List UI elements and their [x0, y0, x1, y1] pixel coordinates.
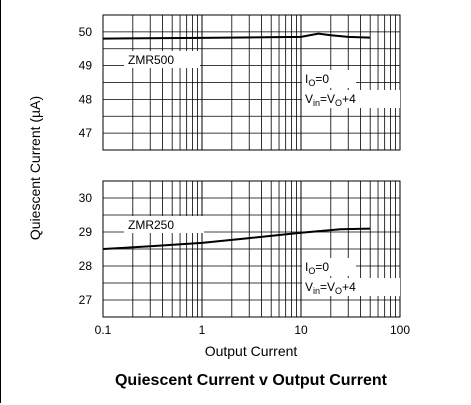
x-tick-label: 100: [390, 323, 410, 337]
grid-zmr500: [102, 14, 401, 151]
chart-title: Quiescent Current v Output Current: [115, 372, 388, 389]
x-tick-label: 10: [294, 323, 308, 337]
y-tick-label: 29: [79, 225, 93, 239]
y-tick-label: 47: [79, 126, 93, 140]
y-ticks-zmr500: 50 49 48 47: [79, 25, 93, 140]
y-tick-label: 30: [79, 191, 93, 205]
y-tick-label: 28: [79, 259, 93, 273]
annotation-vin-zmr250: Vin=VO+4: [305, 280, 356, 296]
y-ticks-zmr250: 30 29 28 27: [79, 191, 93, 307]
annotation-bg-zmr500: [302, 90, 400, 108]
annotation-bg-zmr250: [302, 278, 400, 296]
y-axis-title: Quiescent Current (µA): [27, 96, 43, 240]
series-zmr250-line: [102, 227, 371, 250]
annotation-vin-zmr500: Vin=VO+4: [305, 92, 356, 108]
plot-frame-zmr500: [102, 14, 401, 151]
series-zmr500-line: [102, 32, 371, 40]
label-zmr500: ZMR500: [128, 53, 174, 67]
x-tick-label: 0.1: [95, 323, 112, 337]
x-axis-title: Output Current: [205, 343, 298, 359]
y-tick-label: 48: [79, 92, 93, 106]
y-tick-label: 27: [79, 293, 93, 307]
annotation-bg-zmr250: [124, 216, 204, 233]
grid-zmr250: [102, 180, 401, 318]
annotation-bg-zmr500: [124, 51, 200, 68]
annotation-bg-zmr500: [302, 70, 356, 88]
annotation-bg-zmr250: [302, 258, 356, 276]
x-tick-label: 1: [199, 323, 206, 337]
y-tick-label: 49: [79, 59, 93, 73]
y-tick-label: 50: [79, 25, 93, 39]
label-zmr250: ZMR250: [128, 218, 174, 232]
x-tick-labels: 0.1 1 10 100: [95, 323, 411, 337]
